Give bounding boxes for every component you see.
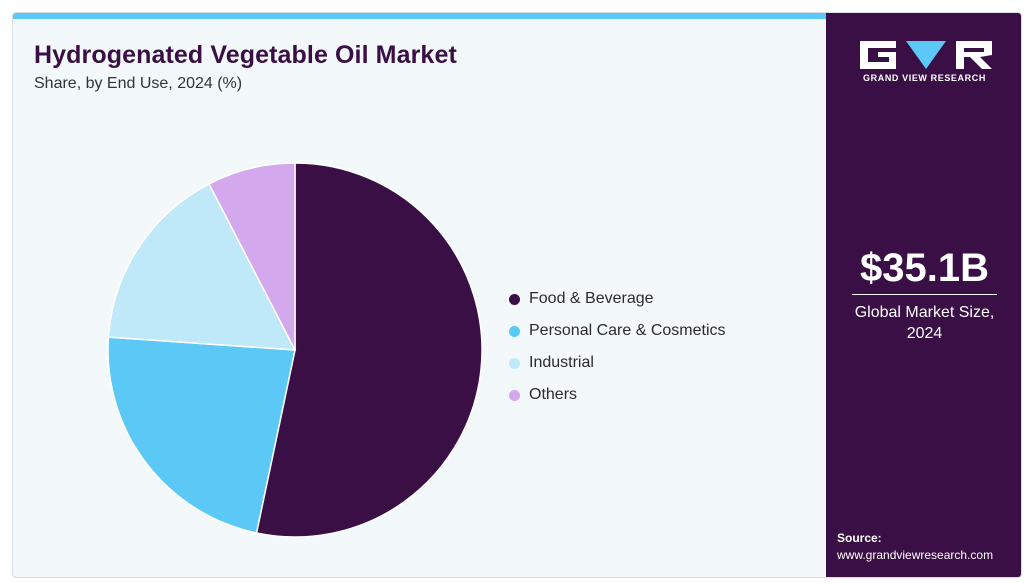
pie-chart — [107, 162, 483, 538]
legend-swatch — [509, 389, 520, 401]
pie-slice-personal-care-cosmetics — [107, 336, 296, 534]
pie-slice-food-beverage — [255, 162, 483, 538]
source-label: Source: — [837, 531, 882, 545]
legend-label: Personal Care & Cosmetics — [529, 322, 726, 339]
pie-slice-industrial — [107, 182, 297, 351]
legend-label: Industrial — [529, 354, 594, 371]
legend-item-food-beverage: Food & Beverage — [509, 283, 726, 315]
source-url[interactable]: www.grandviewresearch.com — [837, 548, 994, 562]
legend-item-personal-care-cosmetics: Personal Care & Cosmetics — [509, 315, 726, 347]
kpi-divider — [852, 294, 997, 295]
chart-card: Hydrogenated Vegetable Oil Market Share,… — [12, 12, 1022, 578]
brand-name: GRAND VIEW RESEARCH — [863, 73, 986, 83]
market-size-label: Global Market Size, 2024 — [854, 304, 995, 342]
pie-slice-others — [208, 162, 296, 351]
legend-swatch — [509, 325, 520, 337]
chart-legend: Food & Beverage Personal Care & Cosmetic… — [509, 283, 726, 411]
chart-title: Hydrogenated Vegetable Oil Market — [34, 41, 457, 69]
legend-label: Food & Beverage — [529, 290, 654, 307]
legend-label: Others — [529, 386, 578, 403]
legend-swatch — [509, 293, 520, 305]
chart-area: Hydrogenated Vegetable Oil Market Share,… — [13, 19, 826, 577]
market-size-value: $35.1B — [860, 246, 989, 290]
legend-swatch — [509, 357, 520, 369]
info-sidebar: GRAND VIEW RESEARCH $35.1B Global Market… — [826, 13, 1021, 577]
legend-item-others: Others — [509, 379, 726, 411]
chart-subtitle: Share, by End Use, 2024 (%) — [34, 75, 243, 92]
legend-item-industrial: Industrial — [509, 347, 726, 379]
accent-bar — [13, 13, 826, 19]
gvr-logo-icon — [860, 41, 992, 69]
